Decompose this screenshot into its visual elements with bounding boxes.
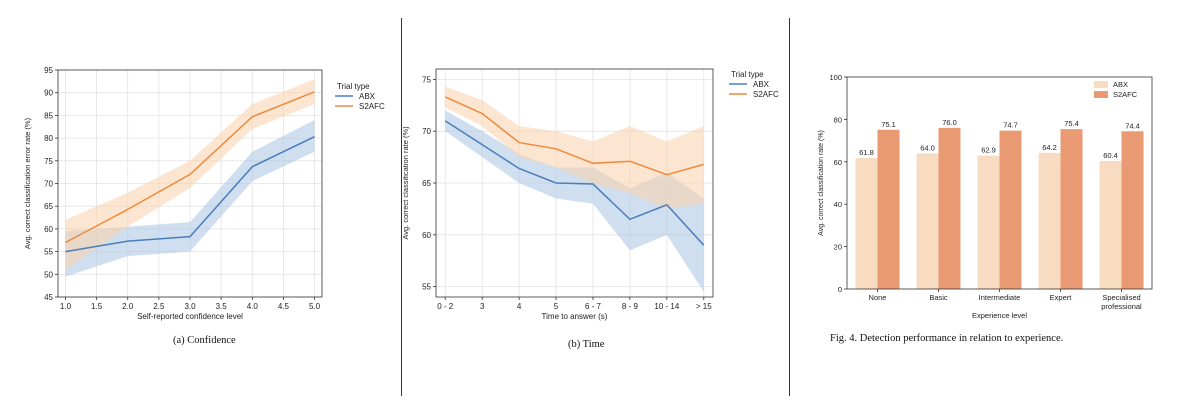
x-tick-label: None (869, 293, 887, 302)
x-tick-label: Basic (929, 293, 948, 302)
y-tick-label: 100 (829, 73, 842, 82)
bar-value-label: 64.0 (920, 143, 935, 152)
y-tick-label: 20 (834, 243, 842, 252)
legend-swatch-s2afc (1094, 91, 1108, 98)
confidence-band-s2afc (445, 86, 704, 209)
divider-right (789, 18, 790, 396)
x-tick-label: 1.5 (91, 302, 103, 311)
y-tick-label: 60 (834, 158, 842, 167)
caption-time: (b) Time (568, 339, 605, 350)
bar-value-label: 74.4 (1125, 121, 1140, 130)
x-tick-label: 3.0 (184, 302, 196, 311)
legend-label-s2afc: S2AFC (359, 102, 385, 111)
x-tick-label: 5 (554, 302, 559, 311)
y-tick-label: 65 (44, 202, 53, 211)
x-tick-label: 10 - 14 (654, 302, 679, 311)
x-tick-label: 0 - 2 (437, 302, 454, 311)
y-tick-label: 75 (422, 75, 431, 84)
y-axis-label: Avg. correct classification rate (%) (818, 130, 825, 236)
bar-s2afc-expert (1060, 129, 1083, 289)
x-axis-label: Self-reported confidence level (137, 312, 243, 321)
y-tick-label: 40 (834, 200, 842, 209)
y-tick-label: 55 (44, 248, 53, 257)
bar-s2afc-basic (938, 127, 961, 289)
bar-value-label: 76.0 (942, 118, 957, 127)
bar-s2afc-none (877, 129, 900, 289)
y-axis-label: Avg. correct classification rate (%) (403, 126, 410, 240)
y-tick-label: 70 (422, 127, 431, 136)
y-tick-label: 80 (44, 134, 53, 143)
x-tick-label: 3 (480, 302, 485, 311)
caption-confidence: (a) Confidence (173, 335, 236, 346)
series-line-abx (444, 120, 705, 246)
bar-value-label: 75.1 (881, 120, 896, 129)
x-axis-label: Time to answer (s) (542, 312, 608, 321)
confidence-band-abx (65, 119, 315, 277)
bar-value-label: 74.7 (1003, 121, 1018, 130)
legend-title: Trial type (337, 82, 370, 91)
x-tick-label: 2.5 (153, 302, 165, 311)
bar-s2afc-intermediate (999, 130, 1022, 289)
x-tick-label: Expert (1050, 293, 1073, 302)
x-tick-label: 6 - 7 (585, 302, 602, 311)
chart-experience: 61.8 64.0 62.9 64.2 60.4 75.1 76.0 74.7 75.4 74.4… (818, 73, 1153, 320)
y-tick-label: 60 (422, 231, 431, 240)
y-tick-label: 90 (44, 89, 53, 98)
series-line-s2afc (444, 96, 704, 176)
bar-value-label: 75.4 (1064, 119, 1079, 128)
x-tick-label: 8 - 9 (622, 302, 639, 311)
bar-value-label: 62.9 (981, 146, 996, 155)
y-tick-label: 55 (422, 283, 431, 292)
chart-time: 55 60 65 70 75 0 - 2 3 4 5 6 - 7 8 - 9 10 - 14 > 15 T… (401, 68, 779, 321)
legend-label-abx: ABX (359, 92, 376, 101)
divider-left (401, 18, 402, 396)
bar-abx-intermediate (977, 155, 1000, 289)
bar-s2afc-specialised-professional (1121, 131, 1144, 289)
legend-label-s2afc: S2AFC (1113, 90, 1138, 99)
confidence-band-abx (445, 110, 704, 292)
legend-swatch-abx (1094, 81, 1108, 88)
y-tick-label: 65 (422, 179, 431, 188)
y-tick-label: 85 (44, 111, 53, 120)
panel-confidence: 45 50 55 60 65 70 75 80 85 90 95 1.0 1.5 2.0 2.5 3.0 3.5… (0, 0, 400, 405)
legend-label-abx: ABX (753, 80, 770, 89)
x-tick-label: 5.0 (309, 302, 321, 311)
x-tick-label: Intermediate (979, 293, 1021, 302)
x-tick-label: 4.0 (247, 302, 259, 311)
y-tick-label: 0 (838, 285, 842, 294)
series-line-s2afc (65, 91, 315, 244)
x-tick-label: 3.5 (216, 302, 228, 311)
x-tick-label: 2.0 (122, 302, 134, 311)
y-axis-label: Avg. correct classification error rate (… (23, 117, 32, 249)
x-tick-label: 1.0 (60, 302, 72, 311)
y-tick-label: 75 (44, 157, 53, 166)
bar-abx-specialised-professional (1099, 160, 1122, 289)
series-line-abx (65, 136, 315, 253)
y-tick-label: 95 (44, 66, 53, 75)
bar-value-label: 61.8 (859, 148, 874, 157)
x-tick-label: 4 (517, 302, 522, 311)
x-axis-label: Experience level (972, 311, 1027, 320)
bar-value-label: 60.4 (1103, 151, 1118, 160)
x-tick-label: 4.5 (278, 302, 290, 311)
x-tick-label: Specialised professional (1101, 293, 1142, 311)
bar-abx-basic (916, 153, 939, 289)
y-tick-label: 60 (44, 225, 53, 234)
legend-title: Trial type (731, 70, 764, 79)
bar-abx-none (855, 157, 878, 289)
legend-label-abx: ABX (1113, 80, 1128, 89)
x-tick-label: > 15 (696, 302, 712, 311)
legend-label-s2afc: S2AFC (753, 90, 779, 99)
y-tick-label: 50 (44, 270, 53, 279)
bar-abx-expert (1038, 152, 1061, 289)
bar-value-label: 64.2 (1042, 143, 1057, 152)
panel-experience: 61.8 64.0 62.9 64.2 60.4 75.1 76.0 74.7 75.4 74.4… (790, 0, 1200, 405)
caption-experience: Fig. 4. Detection performance in relatio… (830, 333, 1064, 344)
chart-confidence: 45 50 55 60 65 70 75 80 85 90 95 1.0 1.5 2.0 2.5 3.0 3.5… (23, 66, 385, 321)
y-tick-label: 45 (44, 293, 53, 302)
panel-time: 55 60 65 70 75 0 - 2 3 4 5 6 - 7 8 - 9 10 - 14 > 15 T… (401, 0, 788, 405)
y-tick-label: 70 (44, 180, 53, 189)
y-tick-label: 80 (834, 115, 842, 124)
